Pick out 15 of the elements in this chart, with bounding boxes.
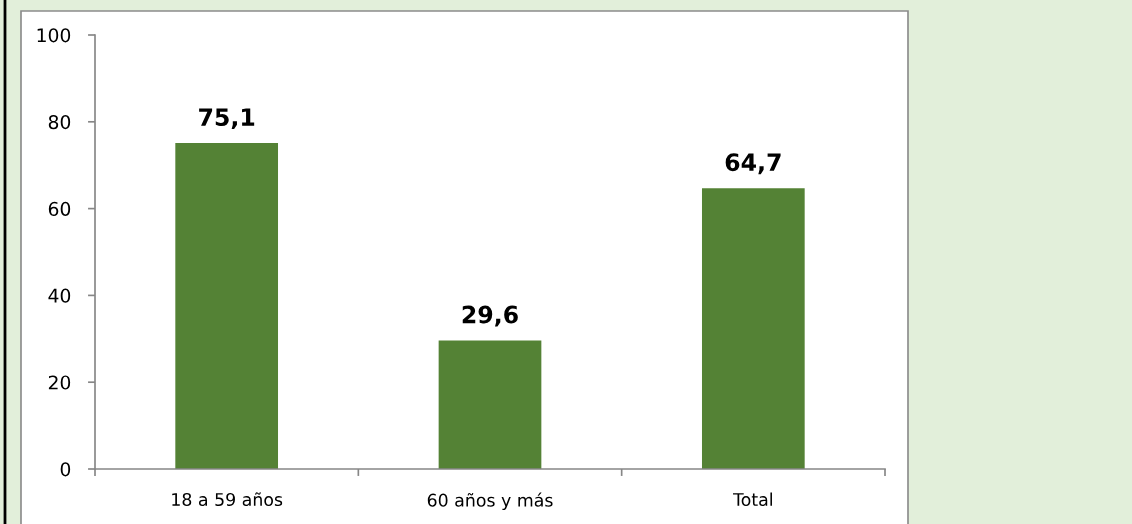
y-tick-label: 0 — [60, 462, 71, 477]
bar — [438, 340, 542, 469]
y-tick-label: 80 — [48, 115, 71, 130]
y-tick-label: 40 — [48, 288, 71, 303]
y-tick-label: 100 — [37, 28, 71, 43]
y-tick-label: 60 — [48, 201, 71, 216]
x-tick-label: Total — [733, 492, 772, 507]
x-tick-label: 18 a 59 años — [172, 492, 283, 507]
y-tick-label: 20 — [48, 375, 71, 390]
bar — [175, 143, 279, 469]
data-label: 64,7 — [725, 153, 781, 175]
bar — [701, 188, 805, 469]
data-label: 75,1 — [199, 108, 255, 130]
x-tick-label: 60 años y más — [427, 492, 553, 511]
data-label: 29,6 — [462, 305, 518, 327]
